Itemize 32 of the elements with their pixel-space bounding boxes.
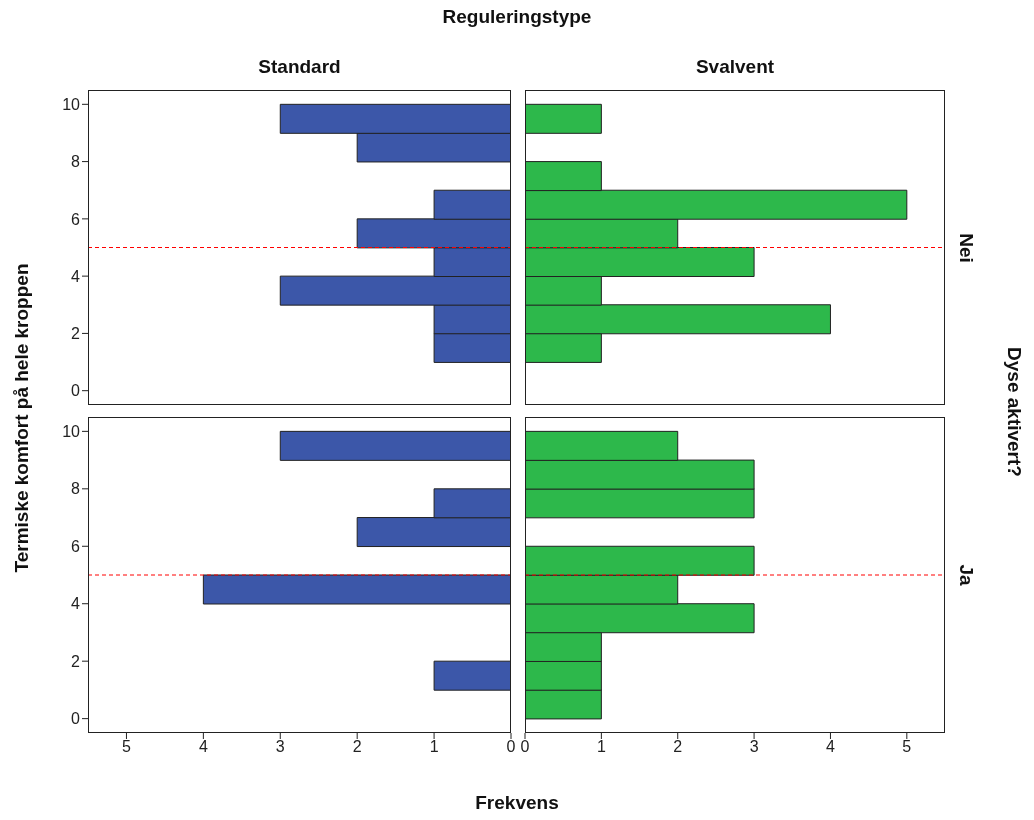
y2-axis-title: Nei bbox=[955, 232, 977, 263]
y-tick-label: 0 bbox=[71, 382, 81, 400]
chart-subtitle: Svalvent bbox=[694, 56, 776, 78]
y2-axis-title: Ja bbox=[955, 564, 977, 586]
chart-subtitle: Standard bbox=[257, 56, 342, 78]
x-tick-label: 3 bbox=[275, 738, 285, 756]
y-tick-label: 2 bbox=[71, 652, 81, 670]
y-axis-title: Termiske komfort på hele kroppen bbox=[11, 263, 33, 573]
x-tick-label: 5 bbox=[122, 738, 131, 756]
y-tick-label: 8 bbox=[71, 480, 81, 498]
y-tick-label: 2 bbox=[71, 325, 81, 343]
x-tick-label: 2 bbox=[352, 738, 362, 756]
x-axis-title: Frekvens bbox=[474, 792, 560, 814]
x-tick-label: 4 bbox=[198, 738, 208, 756]
x-tick-label: 5 bbox=[902, 738, 912, 756]
x-tick-label: 1 bbox=[596, 738, 606, 756]
text: Dyse aktivert? bbox=[1003, 347, 1025, 477]
x-tick-label: 4 bbox=[826, 738, 835, 756]
y-tick-label: 10 bbox=[62, 96, 81, 113]
x-tick-label: 0 bbox=[520, 738, 530, 756]
y-tick-label: 4 bbox=[71, 595, 81, 613]
y-tick-label: 8 bbox=[71, 153, 81, 171]
x-tick-label: 2 bbox=[673, 738, 683, 756]
y-tick-label: 4 bbox=[71, 267, 81, 285]
chart-title: Reguleringstype bbox=[441, 6, 593, 28]
x-tick-label: 3 bbox=[749, 738, 759, 756]
y-tick-label: 6 bbox=[71, 537, 81, 555]
x-tick-label: 1 bbox=[429, 738, 439, 756]
x-tick-label: 0 bbox=[506, 738, 516, 756]
y-tick-label: 10 bbox=[62, 423, 81, 441]
y-tick-label: 0 bbox=[71, 710, 81, 728]
y-tick-label: 6 bbox=[71, 210, 81, 228]
